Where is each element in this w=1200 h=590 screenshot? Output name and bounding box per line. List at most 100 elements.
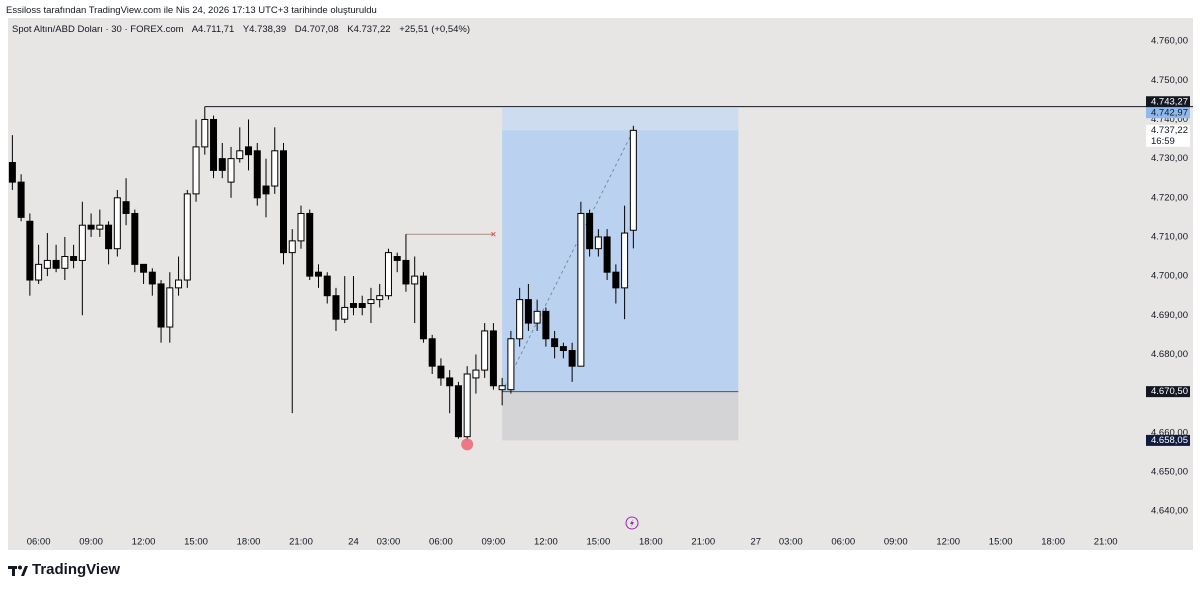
candle-body	[70, 256, 78, 261]
candle-body	[87, 224, 95, 230]
candle-body	[227, 158, 235, 183]
candle-body	[122, 201, 130, 214]
candle-body	[297, 212, 305, 242]
y-tick-label: 4.690,00	[1151, 310, 1188, 321]
profit-zone-filled	[502, 130, 739, 392]
x-tick-label: 21:00	[289, 537, 313, 548]
price-tag	[1146, 386, 1190, 398]
x-tick-label: 09:00	[482, 537, 506, 548]
candle-body	[428, 338, 436, 367]
candle-body	[629, 129, 637, 231]
candle-body	[157, 283, 165, 328]
candle-body	[612, 271, 620, 289]
candle-body	[314, 271, 322, 277]
y-tick-label: 4.700,00	[1151, 271, 1188, 282]
candle-body	[271, 150, 279, 187]
candle-body	[288, 240, 296, 254]
candle-body	[367, 299, 375, 305]
candle-body	[218, 158, 226, 171]
x-tick-label: 18:00	[639, 537, 663, 548]
ohlc-high: Y4.738,39	[242, 24, 287, 35]
candle-body	[201, 118, 209, 148]
candle-body	[437, 365, 445, 379]
candle-body	[175, 279, 183, 289]
candle-body	[551, 338, 559, 348]
candle-body	[559, 346, 567, 352]
x-tick-label: 21:00	[1094, 537, 1118, 548]
candle-body	[384, 252, 392, 297]
x-tick-label: 15:00	[586, 537, 610, 548]
candle-body	[140, 263, 148, 273]
candle-body	[594, 236, 602, 250]
y-tick-label: 4.740,00	[1151, 114, 1188, 125]
low-marker	[461, 438, 474, 451]
candle-body	[166, 287, 174, 328]
candle-body	[489, 330, 497, 387]
candle-body	[61, 256, 69, 269]
lightning-icon	[625, 516, 639, 530]
change: +25,51 (+0,54%)	[399, 24, 471, 35]
candle-body	[8, 162, 16, 183]
price-tag	[1146, 124, 1190, 136]
candle-body	[332, 295, 340, 320]
trade-path	[501, 130, 634, 392]
candle-body	[253, 150, 261, 199]
price-tag-label: 4.742,97	[1151, 107, 1188, 118]
ohlc-close: K4.737,22	[347, 24, 391, 35]
legend: Spot Altın/ABD Doları · 30 · FOREX.com A…	[12, 24, 476, 35]
x-tick-label: 03:00	[377, 537, 401, 548]
candle-body	[236, 150, 244, 160]
price-tag-label: 4.737,22	[1151, 125, 1188, 136]
candle-body	[516, 299, 524, 340]
candle-body	[35, 263, 43, 281]
candle-body	[358, 303, 366, 308]
candle-body	[17, 181, 25, 218]
candle-body	[148, 271, 156, 285]
candle-body	[507, 338, 515, 391]
x-tick-label: 03:00	[779, 537, 803, 548]
candle-body	[446, 377, 454, 387]
candle-body	[393, 256, 401, 261]
candle-body	[349, 303, 357, 308]
candle-body	[498, 385, 506, 391]
candle-body	[131, 212, 139, 265]
ohlc-low: D4.707,08	[294, 24, 339, 35]
ohlc-open: A4.711,71	[191, 24, 235, 35]
x-tick-label: 09:00	[884, 537, 908, 548]
candle-body	[105, 224, 113, 250]
price-tag	[1146, 96, 1190, 108]
x-tick-label: 18:00	[237, 537, 261, 548]
candle-body	[419, 275, 427, 340]
y-tick-label: 4.680,00	[1151, 349, 1188, 360]
candle-body	[603, 236, 611, 273]
candle-body	[481, 330, 489, 371]
candle-body	[454, 385, 462, 438]
x-tick-label: 12:00	[132, 537, 156, 548]
loss-zone	[502, 391, 739, 441]
price-tag-label: 4.658,05	[1151, 435, 1188, 446]
candle-body	[210, 118, 218, 171]
price-tag	[1146, 107, 1190, 119]
x-tick-label: 15:00	[989, 537, 1013, 548]
candle-body	[245, 146, 253, 156]
candle-body	[43, 259, 51, 269]
candle-body	[376, 295, 384, 301]
countdown: 16:59	[1151, 136, 1175, 147]
candle-body	[323, 275, 331, 297]
brand: TradingView	[32, 561, 121, 578]
candle-body	[52, 259, 60, 269]
candle-body	[96, 224, 104, 230]
candle-body	[402, 259, 410, 285]
candle-body	[262, 185, 270, 195]
tv-logo	[8, 565, 28, 576]
candle-body	[533, 310, 541, 324]
y-tick-label: 4.750,00	[1151, 75, 1188, 86]
price-tag-label: 4.670,50	[1151, 386, 1188, 397]
candle-body	[78, 224, 86, 261]
candle-body	[463, 373, 471, 438]
candle-body	[577, 212, 585, 367]
candle-body	[306, 212, 314, 277]
y-tick-label: 4.640,00	[1151, 506, 1188, 517]
